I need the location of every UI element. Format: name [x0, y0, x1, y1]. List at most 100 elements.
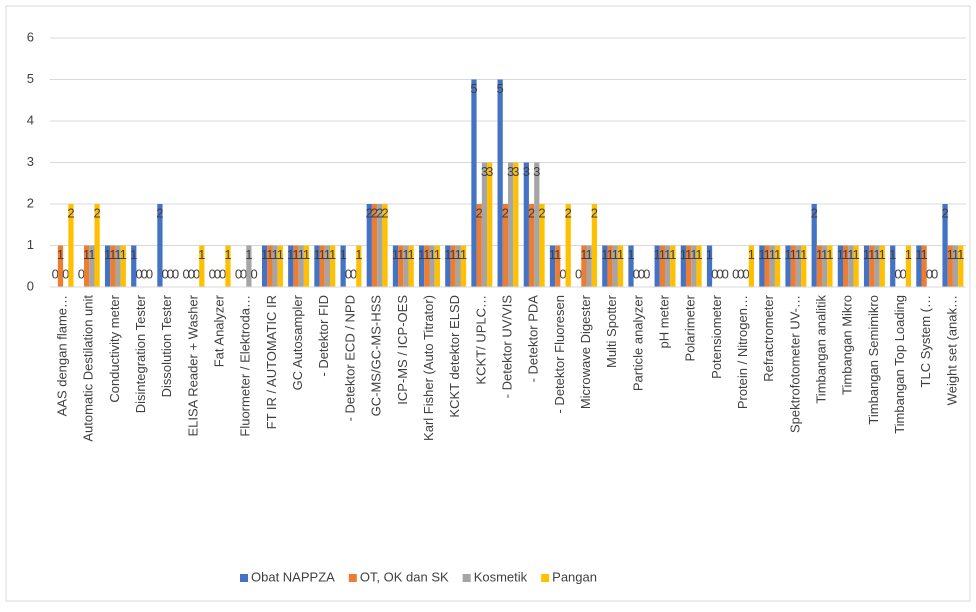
data-label: 1: [245, 247, 252, 262]
y-tick-label: 0: [27, 278, 34, 293]
data-label: 2: [941, 205, 948, 220]
data-label: 1: [423, 247, 430, 262]
x-tick-label: Karl Fisher (Auto Titrator): [421, 295, 436, 441]
bar: [94, 204, 100, 287]
data-label: 1: [444, 247, 451, 262]
data-label: 3: [512, 164, 519, 179]
bar: [57, 245, 64, 287]
bar: [586, 245, 592, 287]
bar: [314, 245, 320, 287]
data-label: 0: [900, 266, 907, 281]
data-label: 1: [329, 247, 336, 262]
data-label: 0: [722, 266, 729, 281]
data-label: 0: [219, 266, 226, 281]
bar: [382, 204, 388, 287]
data-label: 1: [104, 247, 111, 262]
bar: [774, 245, 781, 287]
bar: [293, 245, 299, 287]
data-label: 1: [88, 247, 95, 262]
x-tick-label: - Detektor ECD / NPD: [342, 295, 357, 421]
bar: [131, 245, 137, 287]
bar: [790, 245, 796, 287]
data-label: 0: [716, 266, 723, 281]
bar: [89, 245, 95, 287]
bar: [680, 245, 686, 287]
bar: [759, 245, 765, 287]
bar: [665, 245, 671, 287]
data-label: 5: [470, 81, 477, 96]
x-tick-label: - Detektor Fluoresen: [552, 295, 567, 414]
data-label: 1: [852, 247, 859, 262]
data-label: 1: [224, 247, 231, 262]
data-label: 1: [549, 247, 556, 262]
y-tick-label: 1: [27, 237, 34, 252]
bar: [691, 245, 697, 287]
x-tick-label: AAS dengan flame…: [55, 295, 70, 416]
data-label: 1: [402, 247, 409, 262]
data-label: 1: [397, 247, 404, 262]
data-label: 1: [947, 247, 954, 262]
data-label: 1: [266, 247, 273, 262]
bar: [261, 245, 268, 287]
bar: [508, 162, 514, 287]
data-label: 1: [287, 247, 294, 262]
x-tick-label: Particle analyzer: [630, 294, 645, 391]
bar: [748, 245, 755, 287]
data-label: 2: [565, 205, 572, 220]
bar: [481, 162, 488, 287]
data-label: 1: [659, 247, 666, 262]
data-label: 5: [497, 81, 504, 96]
data-label: 1: [915, 247, 922, 262]
data-label: 1: [617, 247, 624, 262]
x-tick-label: KCKT detektor ELSD: [447, 295, 462, 418]
data-label: 1: [586, 247, 593, 262]
y-tick-label: 3: [27, 154, 34, 169]
bar: [811, 204, 817, 287]
bar: [115, 245, 121, 287]
bar: [476, 204, 482, 287]
x-tick-label: Automatic Destilation unit: [81, 295, 96, 442]
data-label: 2: [371, 205, 378, 220]
data-label: 0: [638, 266, 645, 281]
bar: [685, 245, 692, 287]
bar: [68, 204, 74, 287]
bar: [324, 245, 331, 287]
data-label: 1: [198, 247, 205, 262]
data-label: 1: [261, 247, 268, 262]
x-tick-label: Timbangan analitik: [813, 295, 828, 404]
data-label: 0: [172, 266, 179, 281]
chart-border: [5, 5, 971, 602]
data-label: 2: [502, 205, 509, 220]
bar: [366, 204, 372, 287]
data-label: 1: [418, 247, 425, 262]
x-tick-label: Timbangan Semimikro: [866, 295, 881, 425]
data-label: 1: [842, 247, 849, 262]
bar: [246, 245, 252, 287]
bar: [539, 204, 545, 287]
bar: [377, 204, 383, 287]
data-label: 0: [146, 266, 153, 281]
bar: [696, 245, 702, 287]
data-label: 0: [193, 266, 200, 281]
data-label: 1: [109, 247, 116, 262]
data-label: 1: [277, 247, 284, 262]
legend-swatch: [240, 574, 248, 582]
legend-label: Kosmetik: [474, 569, 528, 584]
bar: [607, 245, 613, 287]
data-label: 1: [83, 247, 90, 262]
data-label: 3: [486, 164, 493, 179]
bar: [371, 204, 378, 287]
data-label: 1: [392, 247, 399, 262]
data-label: 0: [135, 266, 142, 281]
y-tick-label: 5: [27, 71, 34, 86]
bar: [460, 245, 467, 287]
bar: [104, 245, 111, 287]
bar: [769, 245, 775, 287]
data-label: 1: [303, 247, 310, 262]
data-label: 1: [826, 247, 833, 262]
data-label: 2: [381, 205, 388, 220]
bar: [288, 245, 294, 287]
data-label: 1: [408, 247, 415, 262]
bar: [445, 245, 451, 287]
legend-swatch: [348, 574, 357, 582]
